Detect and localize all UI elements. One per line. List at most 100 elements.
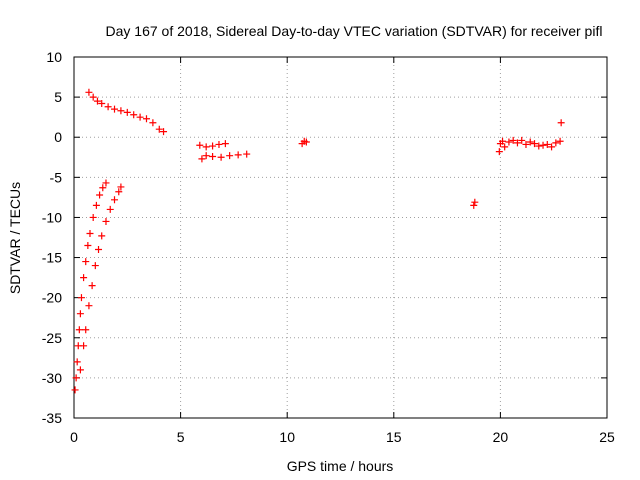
data-point [501,143,509,151]
data-point [84,242,92,250]
y-tick-labels: 10 5 0 -5 -10 -15 -20 -25 -30 -35 [42,49,62,426]
data-point [98,232,106,240]
y-tick-label: -20 [42,290,62,306]
data-point [76,310,84,318]
data-point [217,153,225,161]
y-tick-label: -15 [42,250,62,266]
data-point [115,188,123,196]
data-point [202,152,210,160]
data-point [243,150,251,158]
data-point [543,140,551,148]
data-point [557,119,565,127]
data-point [499,137,507,145]
x-axis-label: GPS time / hours [287,458,394,474]
x-tick-label: 0 [70,429,78,445]
data-point [202,143,210,151]
data-point [522,140,530,148]
data-point [95,246,103,254]
data-point [75,326,83,334]
x-tick-label: 25 [599,429,615,445]
data-point [82,258,90,266]
y-tick-label: -30 [42,370,62,386]
data-point [531,140,539,148]
chart-title: Day 167 of 2018, Sidereal Day-to-day VTE… [106,23,603,39]
data-point [85,88,93,96]
data-point [196,141,204,149]
data-point [104,103,112,111]
grid [74,57,607,418]
axis-ticks [73,56,608,419]
data-point [209,152,217,160]
y-tick-label: 0 [54,129,62,145]
data-point [117,183,125,191]
data-point [505,138,513,146]
y-tick-label: -10 [42,209,62,225]
data-point [111,196,119,204]
data-point [302,138,310,146]
data-point [539,141,547,149]
data-point [71,386,79,394]
x-tick-label: 20 [493,429,509,445]
data-point [160,128,168,136]
data-point [117,107,125,115]
data-point [91,262,99,270]
x-tick-labels: 0 5 10 15 20 25 [70,429,615,445]
y-axis-label: SDTVAR / TECUs [7,182,23,294]
x-tick-label: 15 [386,429,402,445]
y-tick-label: -5 [50,169,63,185]
data-point [198,155,206,163]
data-point [215,140,223,148]
data-point [221,140,229,148]
data-point [89,213,97,221]
data-point [76,366,84,374]
data-point [96,191,104,199]
data-point [548,143,556,151]
plot-frame [73,56,608,419]
data-point [72,374,80,382]
data-point [513,139,521,147]
data-point [102,217,110,225]
data-point [470,201,478,209]
data-point [526,138,534,146]
data-point [471,198,479,206]
data-point [86,229,94,237]
data-point [226,152,234,160]
data-point [80,342,88,350]
data-point [92,201,100,209]
data-point [518,136,526,144]
data-point [88,282,96,290]
data-point [82,326,90,334]
data-point [80,274,88,282]
y-tick-label: -35 [42,410,62,426]
data-point [142,115,150,123]
data-point [556,137,564,145]
data-point [85,302,93,310]
data-point [130,111,138,119]
data-point [98,100,106,108]
y-tick-label: -25 [42,330,62,346]
data-point [123,108,131,116]
data-point [102,179,110,187]
data-point [73,358,81,366]
data-point [99,184,107,192]
data-point [111,105,119,113]
x-tick-label: 10 [279,429,295,445]
data-point [89,93,97,101]
data-point [535,142,543,150]
y-tick-label: 10 [46,49,62,65]
x-tick-label: 5 [177,429,185,445]
data-point [106,205,114,213]
data-point [509,136,517,144]
data-point [155,125,163,133]
data-point [77,294,85,302]
data-point [495,148,503,156]
data-points [71,88,565,394]
y-tick-label: 5 [54,89,62,105]
data-point [136,113,144,121]
data-point [93,97,101,105]
data-point [209,142,217,150]
data-point [552,139,560,147]
data-point [234,151,242,159]
data-point [149,119,157,127]
